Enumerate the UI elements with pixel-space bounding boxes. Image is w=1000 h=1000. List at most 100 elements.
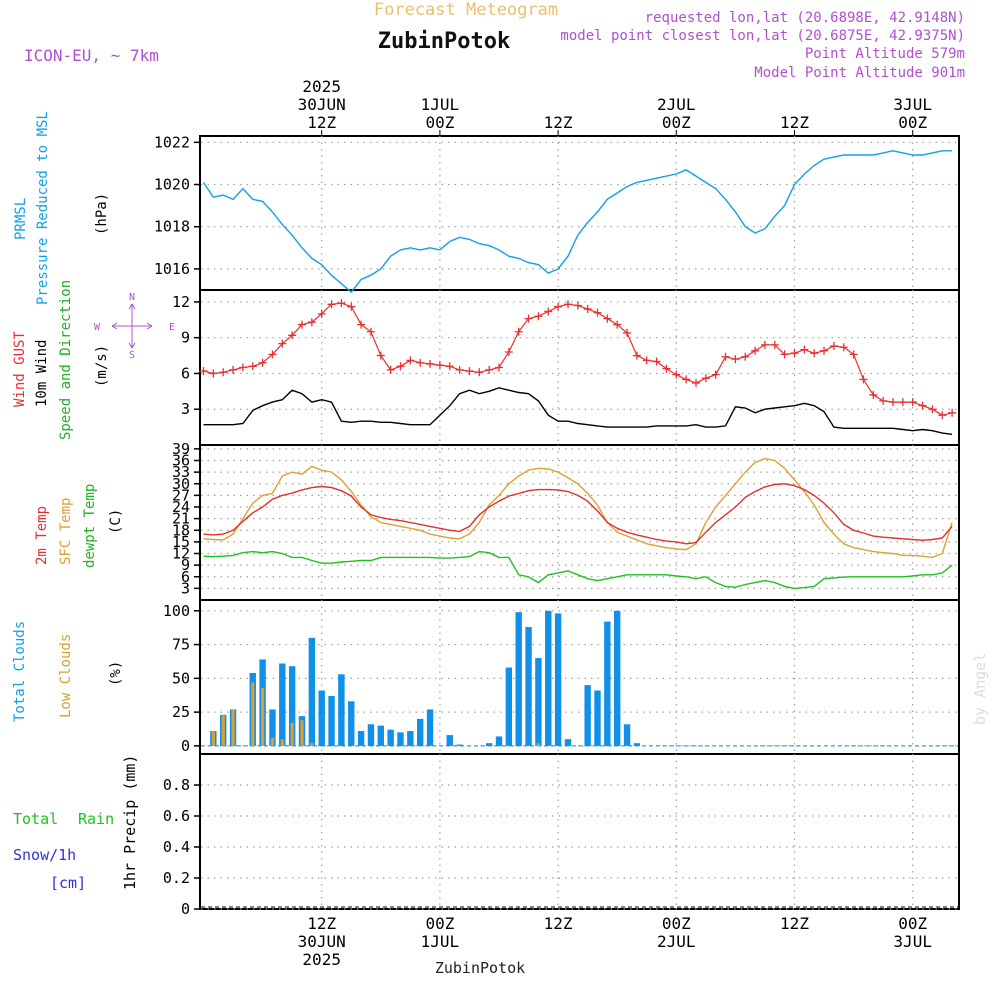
gust-marker xyxy=(347,302,356,311)
y-tick-label: 1020 xyxy=(154,176,190,194)
gust-marker xyxy=(524,314,533,323)
total-cloud-bar xyxy=(377,725,384,746)
time-label-bottom: 12Z xyxy=(544,914,573,933)
gust-marker xyxy=(721,352,730,361)
compass-e: E xyxy=(169,322,175,333)
y-tick-label: 6 xyxy=(181,364,190,382)
gust-marker xyxy=(209,369,218,378)
time-label-bottom: 00Z xyxy=(662,914,691,933)
y-tick-label: 0.8 xyxy=(163,776,190,794)
wind-unit: (m/s) xyxy=(94,345,110,387)
total-clouds-label: Total Clouds xyxy=(12,621,28,722)
dewpt-line xyxy=(203,550,953,590)
total-cloud-bar xyxy=(446,735,453,746)
low-cloud-bar xyxy=(211,731,215,746)
grid-layer xyxy=(201,136,958,910)
gust-marker xyxy=(573,301,582,310)
y-tick-label: 0.6 xyxy=(163,807,190,825)
total-cloud-bar xyxy=(485,743,493,746)
y-tick-label: 75 xyxy=(172,636,190,654)
sfc-temp-line xyxy=(203,457,953,559)
gust-marker xyxy=(514,327,523,336)
low-cloud-bar xyxy=(310,743,314,746)
gust-marker xyxy=(268,350,277,359)
time-label-top: 12Z xyxy=(780,113,809,132)
gust-label: Wind GUST xyxy=(12,331,28,407)
y-tick-label: 9 xyxy=(181,329,190,347)
total-cloud-bar xyxy=(308,637,316,746)
snow-unit-label: [cm] xyxy=(50,874,86,892)
low-cloud-bar xyxy=(280,739,284,746)
wind-panel xyxy=(199,289,960,446)
gust-marker xyxy=(534,312,543,321)
y-tick-label: 1022 xyxy=(154,133,190,151)
low-cloud-bar xyxy=(221,714,225,746)
total-cloud-bar xyxy=(505,667,513,746)
model-label: ICON-EU, ~ 7km xyxy=(24,46,159,65)
closest-coords: model point closest lon,lat (20.6875E, 4… xyxy=(560,28,965,44)
gust-marker xyxy=(563,300,572,309)
total-cloud-bar xyxy=(367,724,375,746)
total-cloud-bar xyxy=(495,736,503,746)
gust-marker xyxy=(495,363,503,372)
total-cloud-bar xyxy=(417,718,424,746)
wind-desc-label: Speed and Direction xyxy=(58,280,74,440)
gust-marker xyxy=(741,352,750,361)
y-tick-label: 24 xyxy=(172,498,190,516)
total-precip-label: Total xyxy=(13,810,58,828)
gust-marker xyxy=(889,398,897,407)
time-label-top: 00Z xyxy=(425,113,454,132)
total-cloud-bar xyxy=(584,685,591,746)
total-cloud-bar xyxy=(348,701,355,746)
time-label-top: 2JUL xyxy=(657,95,696,114)
time-label-bottom: 00Z xyxy=(898,914,927,933)
y-tick-label: 0 xyxy=(181,737,190,755)
gust-marker xyxy=(583,305,592,314)
gust-marker xyxy=(248,362,257,371)
y-tick-label: 12 xyxy=(172,545,190,563)
y-tick-label: 100 xyxy=(163,602,190,620)
total-cloud-bar xyxy=(387,729,394,746)
total-cloud-bar xyxy=(633,743,641,746)
time-label-top: 00Z xyxy=(662,113,691,132)
total-cloud-bar xyxy=(407,731,414,746)
total-cloud-bar xyxy=(279,663,286,746)
gust-marker xyxy=(288,331,297,340)
temp2m-line xyxy=(203,483,953,545)
point-altitude: Point Altitude 579m xyxy=(805,46,965,62)
gust-marker xyxy=(623,328,632,337)
temp2m-label: 2m Temp xyxy=(34,506,50,565)
time-label-top: 1JUL xyxy=(421,95,460,114)
low-cloud-bar xyxy=(251,682,255,746)
gust-marker xyxy=(278,339,287,348)
total-cloud-bar xyxy=(545,610,552,746)
y-tick-label: 1018 xyxy=(154,218,190,236)
time-label-top: 2025 xyxy=(302,77,341,96)
y-tick-label: 30 xyxy=(172,475,190,493)
total-cloud-bar xyxy=(269,709,276,746)
total-cloud-bar xyxy=(614,610,621,746)
wind-label: 10m Wind xyxy=(34,340,50,407)
gust-marker xyxy=(366,327,375,336)
total-cloud-bar xyxy=(515,612,522,746)
total-cloud-bar xyxy=(604,621,611,746)
y-tick-label: 1016 xyxy=(154,260,190,278)
time-label-bottom: 2025 xyxy=(302,950,341,969)
snow-label: Snow/1h xyxy=(13,846,76,864)
gust-marker xyxy=(632,351,641,360)
gust-marker xyxy=(948,408,957,417)
gust-marker xyxy=(475,368,484,377)
gust-marker xyxy=(692,379,700,387)
rain-label: Rain xyxy=(78,810,114,828)
gust-marker xyxy=(829,342,838,351)
footer-location: ZubinPotok xyxy=(435,959,525,977)
pressure-panel xyxy=(199,135,960,291)
gust-marker xyxy=(426,359,435,368)
y-tick-label: 21 xyxy=(172,510,190,528)
compass-n: N xyxy=(129,292,135,303)
gust-marker xyxy=(701,374,710,383)
clouds-unit: (%) xyxy=(108,661,124,686)
credit-watermark: by Angel xyxy=(971,653,989,725)
total-cloud-bar xyxy=(397,732,404,746)
y-tick-label: 9 xyxy=(181,556,190,574)
